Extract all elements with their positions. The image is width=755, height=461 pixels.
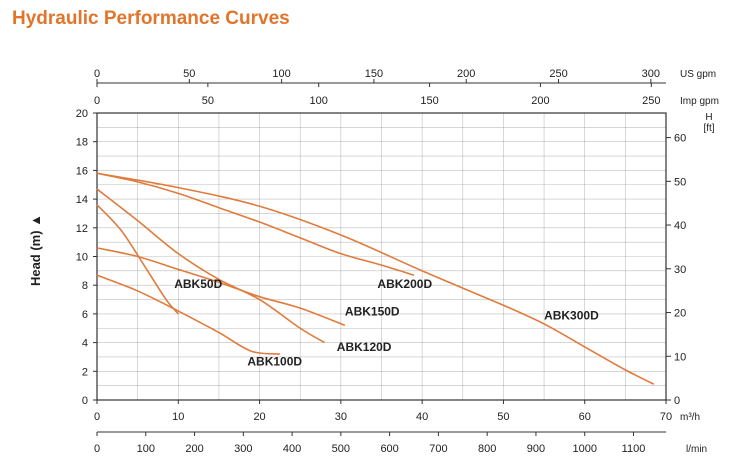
- y-tick-label: 16: [76, 165, 88, 177]
- y-tick-label: 6: [82, 309, 88, 321]
- x-m3h-tick-label: 20: [253, 411, 265, 423]
- curve-abk150d: [96, 247, 346, 327]
- y-ft-unit-ft: [ft]: [703, 123, 714, 134]
- x-lmin-tick-label: 300: [234, 443, 252, 455]
- x-usgpm-tick-label: 200: [457, 68, 475, 80]
- x-usgpm-tick-label: 250: [549, 68, 567, 80]
- x-lmin-tick-label: 600: [380, 443, 398, 455]
- x-lmin-tick-label: 700: [429, 443, 447, 455]
- x-lmin-tick-label: 400: [283, 443, 301, 455]
- x-lmin-unit: l/min: [686, 444, 707, 455]
- x-lmin-tick-label: 1000: [572, 443, 596, 455]
- x-m3h-tick-label: 0: [94, 411, 100, 423]
- x-m3h-unit: m³/h: [680, 412, 700, 423]
- page-title: Hydraulic Performance Curves: [12, 8, 290, 29]
- curve-label-abk50d: ABK50D: [174, 277, 222, 291]
- x-m3h-tick-label: 10: [172, 411, 184, 423]
- curve-abk200d: [96, 172, 415, 276]
- y-tick-label: 0: [82, 395, 88, 407]
- x-usgpm-tick-label: 100: [272, 68, 290, 80]
- x-impgpm-tick-label: 0: [94, 95, 100, 107]
- x-lmin-tick-label: 800: [478, 443, 496, 455]
- x-m3h-tick-label: 40: [416, 411, 428, 423]
- x-usgpm-tick-label: 150: [365, 68, 383, 80]
- x-lmin-tick-label: 0: [94, 443, 100, 455]
- x-lmin-tick-label: 500: [332, 443, 350, 455]
- x-m3h-tick-label: 70: [660, 411, 672, 423]
- y-ft-tick-label: 0: [674, 395, 680, 407]
- x-impgpm-tick-label: 250: [642, 95, 660, 107]
- curve-label-abk200d: ABK200D: [377, 277, 432, 291]
- y-ft-tick-label: 60: [674, 133, 686, 145]
- y-tick-label: 18: [76, 137, 88, 149]
- y-tick-label: 4: [82, 338, 88, 350]
- x-lmin-tick-label: 200: [185, 443, 203, 455]
- curve-abk100d: [96, 274, 280, 355]
- x-impgpm-tick-label: 200: [531, 95, 549, 107]
- y-ft-tick-label: 30: [674, 264, 686, 276]
- y-tick-label: 10: [76, 252, 88, 264]
- y-tick-label: 14: [76, 194, 88, 206]
- y-tick-label: 2: [82, 366, 88, 378]
- x-m3h-tick-label: 50: [497, 411, 509, 423]
- curve-abk300d: [96, 172, 655, 385]
- x-m3h-tick-label: 30: [335, 411, 347, 423]
- x-m3h-tick-label: 60: [579, 411, 591, 423]
- y-ft-unit-h: H: [705, 112, 712, 123]
- x-usgpm-unit: US gpm: [680, 69, 716, 80]
- x-lmin-tick-label: 900: [527, 443, 545, 455]
- y-tick-label: 8: [82, 280, 88, 292]
- y-ft-tick-label: 40: [674, 220, 686, 232]
- curve-label-abk100d: ABK100D: [247, 355, 302, 369]
- curve-label-abk150d: ABK150D: [345, 304, 400, 318]
- x-usgpm-tick-label: 50: [183, 68, 195, 80]
- x-lmin-tick-label: 1100: [622, 443, 646, 455]
- x-impgpm-tick-label: 50: [202, 95, 214, 107]
- curve-label-abk120d: ABK120D: [337, 340, 392, 354]
- x-impgpm-unit: Imp gpm: [680, 96, 719, 107]
- curve-label-abk300d: ABK300D: [544, 309, 599, 323]
- x-impgpm-tick-label: 150: [420, 95, 438, 107]
- y-axis-title: Head (m) ▲: [28, 214, 43, 286]
- y-tick-label: 12: [76, 223, 88, 235]
- x-lmin-tick-label: 100: [137, 443, 155, 455]
- x-impgpm-tick-label: 100: [310, 95, 328, 107]
- x-usgpm-tick-label: 300: [642, 68, 660, 80]
- y-tick-label: 20: [76, 108, 88, 120]
- curve-abk50d: [96, 204, 179, 315]
- y-ft-tick-label: 20: [674, 308, 686, 320]
- y-ft-tick-label: 50: [674, 176, 686, 188]
- curve-abk120d: [96, 188, 326, 344]
- x-usgpm-tick-label: 0: [94, 68, 100, 80]
- y-ft-tick-label: 10: [674, 351, 686, 363]
